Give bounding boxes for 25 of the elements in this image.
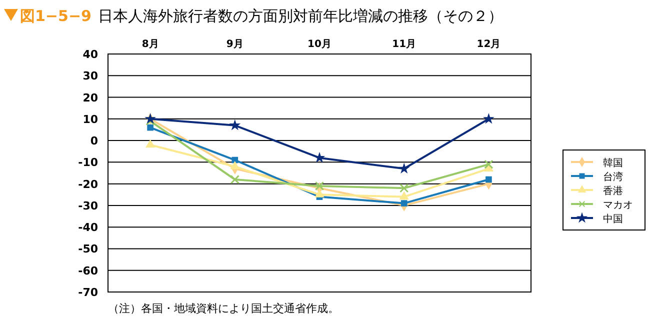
y-tick-label: 10: [82, 112, 98, 126]
y-tick-label: 0: [90, 134, 98, 148]
legend-label: 韓国: [603, 157, 623, 169]
y-tick-label: -30: [78, 199, 98, 212]
x-tick-label: 10月: [308, 39, 332, 50]
y-tick-label: -10: [78, 156, 98, 170]
text: （注）各国・地域資料により国土交通省作成。: [108, 302, 339, 315]
chart-title: 図1−5−9: [20, 7, 92, 25]
x-tick-label: 12月: [476, 39, 501, 50]
y-tick-label: -20: [78, 178, 98, 191]
y-tick-label: 30: [82, 70, 98, 83]
x-tick-label: 9月: [226, 39, 244, 50]
y-tick-label: -60: [78, 264, 98, 278]
legend-label: 台湾: [603, 171, 623, 183]
legend-label: 中国: [603, 213, 623, 225]
x-tick-label: 8月: [142, 39, 159, 50]
y-tick-label: 40: [82, 48, 98, 61]
chart-subtitle: 日本人海外旅行者数の方面別対前年比増減の推移（その２）: [98, 7, 503, 25]
legend-label: マカオ: [603, 200, 633, 211]
legend-label: 香港: [603, 185, 623, 197]
x-tick-label: 11月: [392, 39, 416, 50]
y-tick-label: -50: [78, 242, 98, 256]
y-tick-label: -40: [78, 221, 98, 234]
y-tick-label: 20: [82, 91, 98, 104]
y-tick-label: -70: [78, 286, 98, 299]
